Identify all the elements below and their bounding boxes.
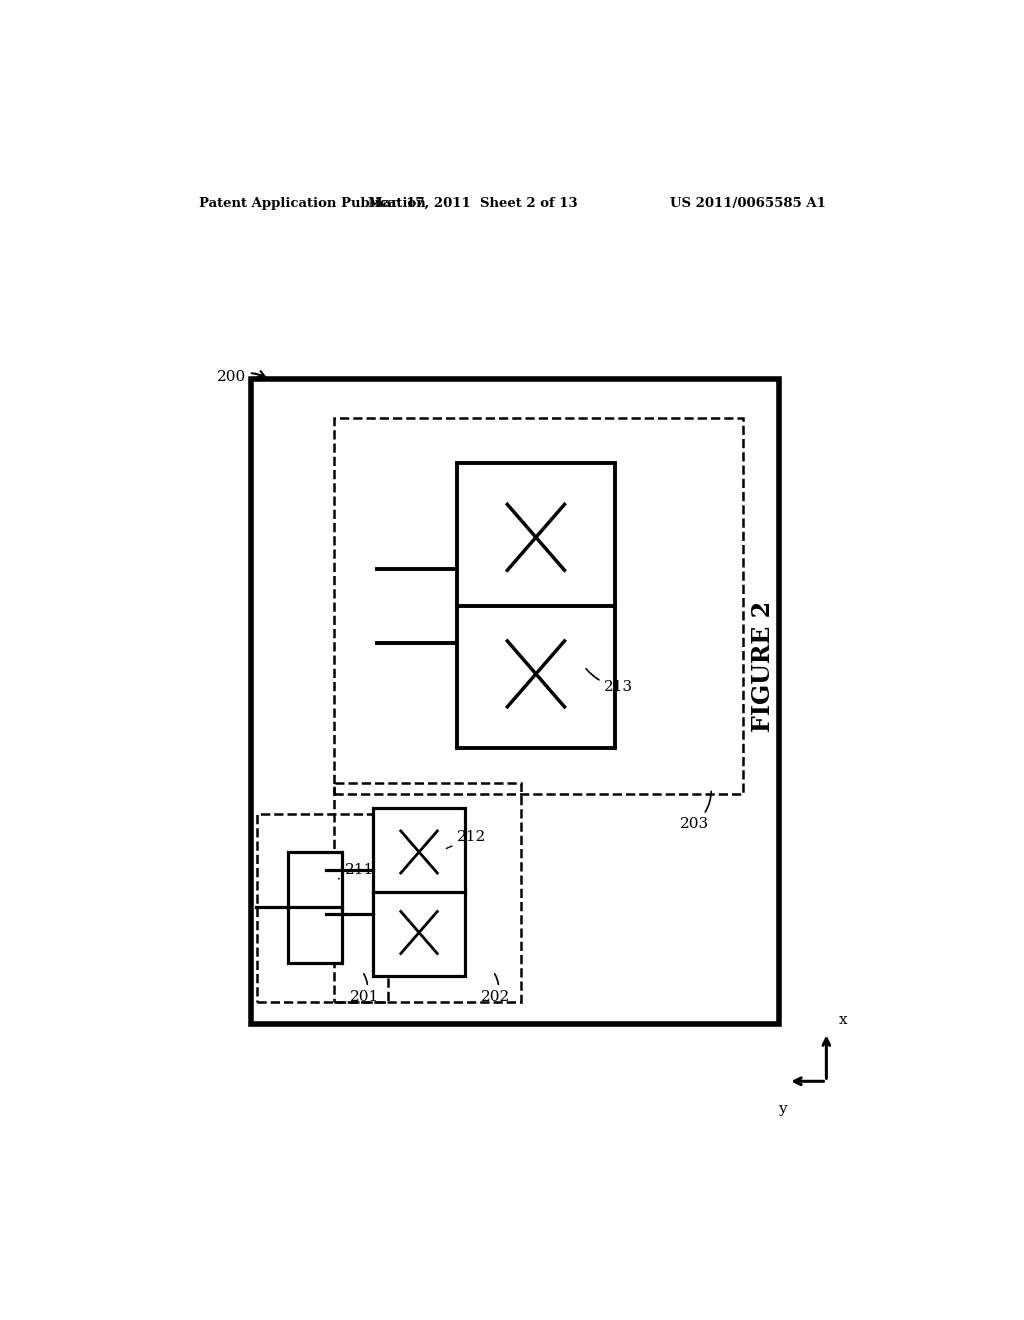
Text: 200: 200 bbox=[217, 370, 265, 384]
Text: 211: 211 bbox=[339, 863, 374, 879]
Text: 202: 202 bbox=[481, 974, 510, 1005]
Text: x: x bbox=[839, 1014, 848, 1027]
Text: y: y bbox=[777, 1102, 786, 1115]
Text: Patent Application Publication: Patent Application Publication bbox=[200, 197, 426, 210]
Bar bbox=[257, 814, 388, 1002]
Text: US 2011/0065585 A1: US 2011/0065585 A1 bbox=[671, 197, 826, 210]
Bar bbox=[457, 463, 615, 748]
Text: 213: 213 bbox=[586, 669, 633, 694]
Text: 212: 212 bbox=[446, 830, 486, 849]
Text: 201: 201 bbox=[350, 974, 380, 1005]
Bar bbox=[251, 379, 778, 1024]
Bar bbox=[374, 808, 465, 975]
Text: FIGURE 2: FIGURE 2 bbox=[751, 601, 775, 733]
Text: 203: 203 bbox=[680, 792, 712, 832]
Bar bbox=[334, 784, 521, 1002]
Text: Mar. 17, 2011  Sheet 2 of 13: Mar. 17, 2011 Sheet 2 of 13 bbox=[369, 197, 578, 210]
Bar bbox=[288, 851, 342, 964]
Bar bbox=[334, 417, 743, 793]
